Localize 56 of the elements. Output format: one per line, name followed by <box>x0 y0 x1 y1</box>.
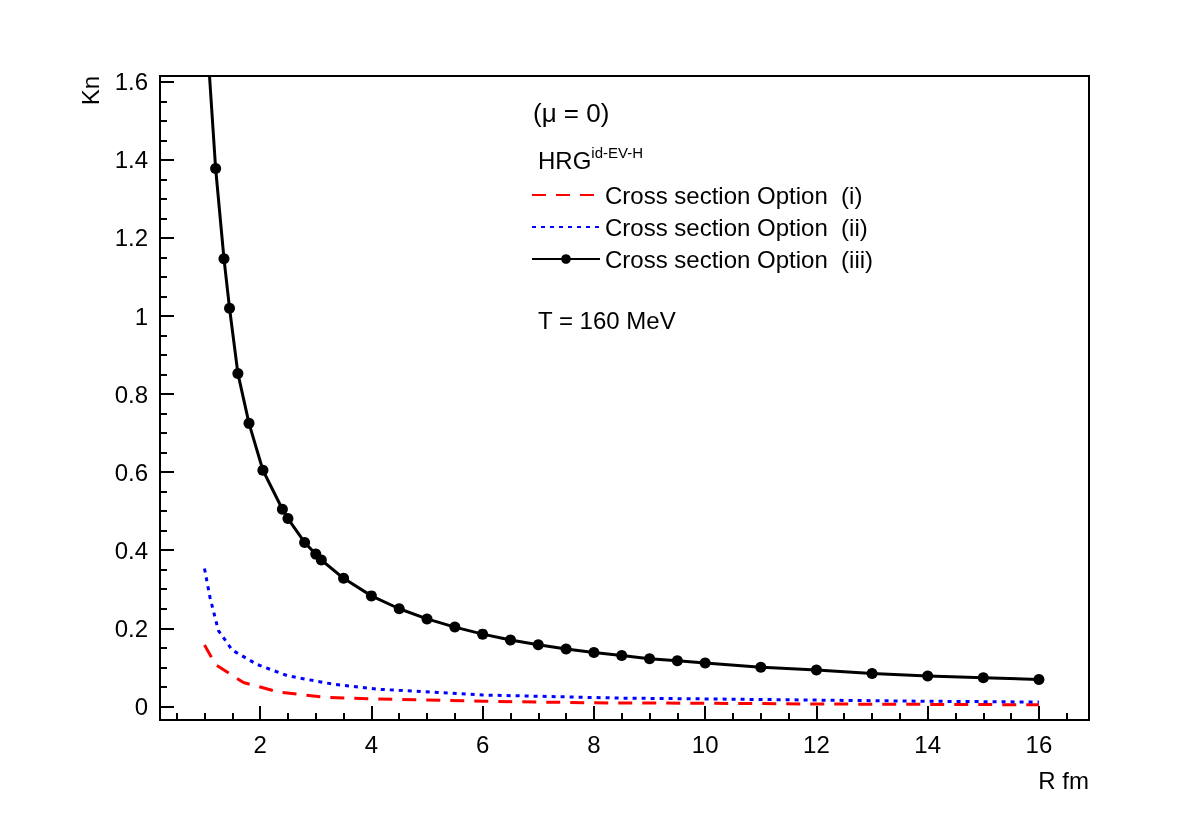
legend-label: Cross section Option (i) <box>605 181 863 209</box>
point <box>338 572 350 584</box>
point <box>1033 673 1045 685</box>
line-series <box>203 643 1041 707</box>
point <box>276 503 288 515</box>
point <box>671 655 683 667</box>
y-tick-label: 0.6 <box>114 458 148 486</box>
point <box>449 621 461 633</box>
x-tick-label: 10 <box>691 730 719 758</box>
point <box>282 513 294 525</box>
point <box>232 367 244 379</box>
point <box>588 646 600 658</box>
y-tick-label: 0.2 <box>114 614 148 642</box>
legend-label: Cross section Option (iii) <box>605 245 874 273</box>
point <box>644 653 656 665</box>
point <box>532 639 544 651</box>
point <box>365 590 377 602</box>
point <box>560 643 572 655</box>
point <box>866 668 878 680</box>
point <box>616 650 628 662</box>
y-tick-label: 0.8 <box>114 380 148 408</box>
y-tick-label: 1 <box>134 302 148 330</box>
x-tick-label: 2 <box>253 730 267 758</box>
x-tick-label: 16 <box>1025 730 1053 758</box>
point <box>210 163 222 174</box>
y-axis-title: Kn <box>76 76 104 106</box>
x-tick-label: 14 <box>914 730 942 758</box>
x-tick-label: 4 <box>364 730 379 758</box>
legend-label: Cross section Option (ii) <box>605 213 868 241</box>
point <box>755 661 767 673</box>
point <box>977 672 989 684</box>
point <box>504 634 516 646</box>
point <box>224 302 236 314</box>
annotation: (μ = 0) <box>533 98 610 128</box>
point <box>421 613 433 625</box>
point <box>922 670 934 682</box>
x-axis-title: R fm <box>1038 766 1089 794</box>
y-tick-label: 0.4 <box>114 536 148 564</box>
x-tick-label: 12 <box>803 730 830 758</box>
x-tick-label: 8 <box>587 730 601 758</box>
y-tick-label: 1.4 <box>114 146 148 174</box>
point <box>299 536 311 548</box>
line-series <box>203 567 1041 704</box>
y-tick-label: 0 <box>134 692 148 720</box>
point <box>699 657 711 669</box>
point <box>477 628 489 640</box>
point <box>393 603 405 615</box>
point <box>810 664 822 676</box>
point <box>257 464 269 476</box>
point <box>243 417 255 429</box>
point <box>218 253 230 265</box>
y-tick-label: 1.2 <box>114 224 148 252</box>
annotation: T = 160 MeV <box>538 306 676 334</box>
point <box>315 554 327 566</box>
y-tick-label: 1.6 <box>114 68 148 96</box>
x-tick-label: 6 <box>475 730 490 758</box>
